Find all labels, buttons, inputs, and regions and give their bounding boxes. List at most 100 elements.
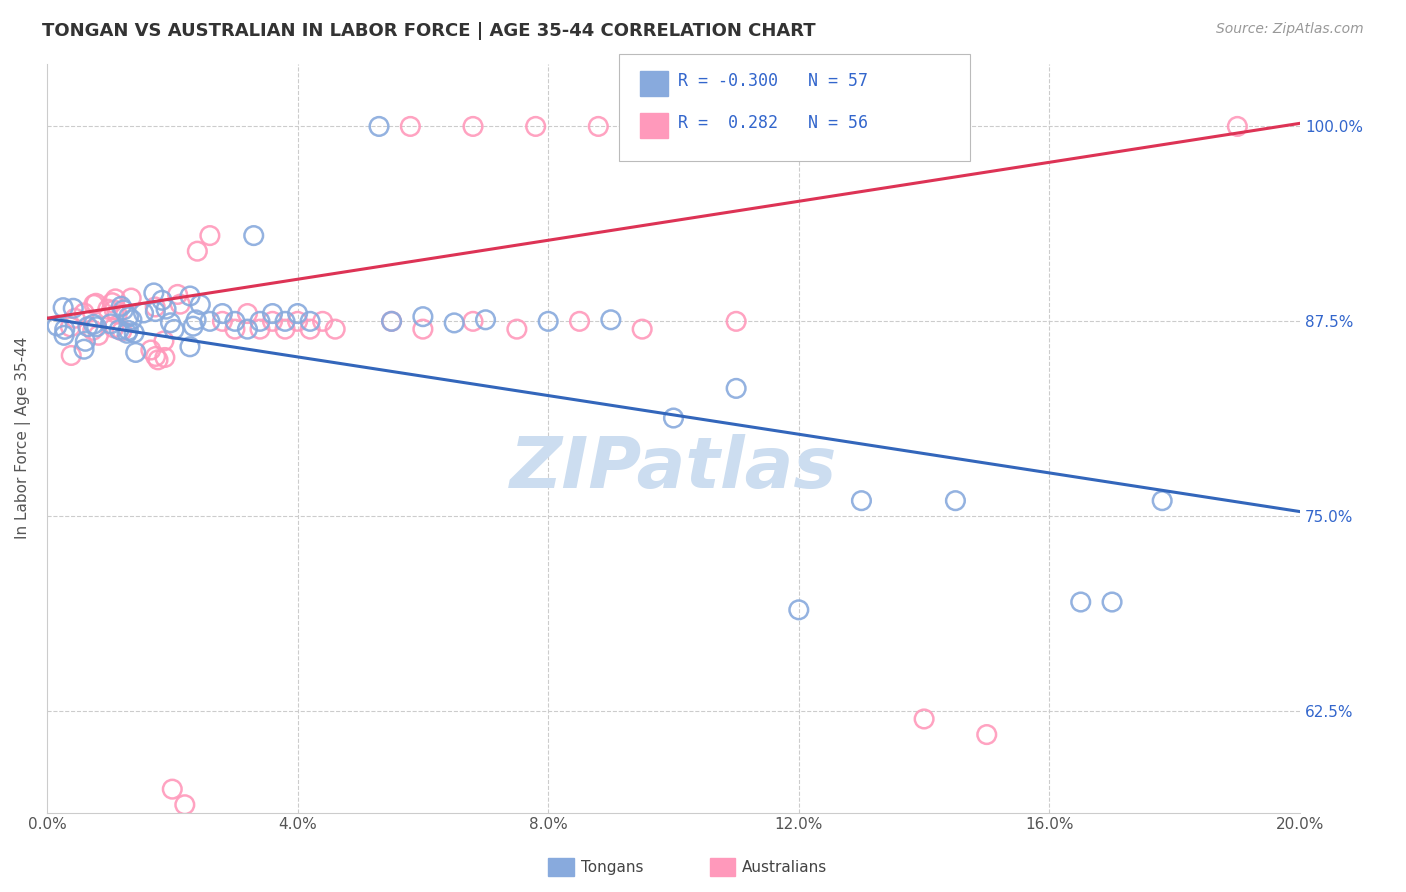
Point xyxy=(262,307,284,321)
Point xyxy=(122,326,145,340)
Point xyxy=(1152,493,1174,508)
Point xyxy=(851,493,873,508)
Point xyxy=(1101,595,1123,609)
Text: ZIPatlas: ZIPatlas xyxy=(510,434,837,503)
Text: TONGAN VS AUSTRALIAN IN LABOR FORCE | AGE 35-44 CORRELATION CHART: TONGAN VS AUSTRALIAN IN LABOR FORCE | AG… xyxy=(42,22,815,40)
Point xyxy=(287,307,309,321)
Point xyxy=(82,323,104,337)
Point xyxy=(103,303,125,318)
Point xyxy=(224,322,246,336)
Point xyxy=(412,322,434,336)
Point xyxy=(323,322,346,336)
Point xyxy=(179,340,201,354)
Point xyxy=(537,314,560,328)
Point xyxy=(287,314,309,328)
Point xyxy=(311,314,333,328)
Point xyxy=(150,293,173,308)
Point xyxy=(412,310,434,324)
Point xyxy=(159,316,181,330)
Point xyxy=(725,314,748,328)
Point xyxy=(166,287,188,301)
Point xyxy=(62,301,84,316)
Point xyxy=(588,120,610,134)
Point xyxy=(153,351,176,365)
Point xyxy=(73,343,96,357)
Point xyxy=(198,314,221,328)
Point xyxy=(120,291,142,305)
Text: R = -0.300   N = 57: R = -0.300 N = 57 xyxy=(678,72,868,90)
Point xyxy=(211,314,233,328)
Point xyxy=(52,301,75,315)
Point xyxy=(73,306,96,320)
Point xyxy=(103,321,125,335)
Point xyxy=(155,302,177,317)
Point xyxy=(249,314,271,328)
Point xyxy=(179,289,201,303)
Point xyxy=(97,302,120,317)
Point xyxy=(368,120,391,134)
Point xyxy=(568,314,591,328)
Point xyxy=(132,306,155,320)
Point xyxy=(142,285,165,300)
Point xyxy=(236,322,259,336)
Point xyxy=(474,313,496,327)
Point xyxy=(211,307,233,321)
Point xyxy=(83,318,105,332)
Point xyxy=(163,322,186,336)
Point xyxy=(111,324,134,338)
Point xyxy=(236,307,259,321)
Point xyxy=(380,314,402,328)
Point xyxy=(224,314,246,328)
Point xyxy=(87,328,110,343)
Point xyxy=(399,120,422,134)
Point xyxy=(461,120,484,134)
Point xyxy=(125,345,148,359)
Point xyxy=(117,310,139,324)
Point xyxy=(146,352,169,367)
Point xyxy=(524,120,547,134)
Point xyxy=(115,326,138,341)
Point xyxy=(380,314,402,328)
Point xyxy=(108,323,131,337)
Text: R =  0.282   N = 56: R = 0.282 N = 56 xyxy=(678,114,868,132)
Point xyxy=(713,120,735,134)
Point xyxy=(188,297,211,311)
Point xyxy=(143,300,166,314)
Point xyxy=(75,334,97,349)
Point xyxy=(112,302,135,317)
Point xyxy=(186,244,208,259)
Point xyxy=(1226,120,1249,134)
Point xyxy=(274,314,297,328)
Point xyxy=(299,322,322,336)
Point xyxy=(84,296,107,310)
Point xyxy=(145,350,167,364)
Point xyxy=(506,322,529,336)
Point xyxy=(173,797,195,812)
Point xyxy=(787,603,810,617)
Point xyxy=(105,307,128,321)
Point xyxy=(249,322,271,336)
Point xyxy=(443,316,465,330)
Point xyxy=(101,295,124,310)
Point xyxy=(198,228,221,243)
Text: Source: ZipAtlas.com: Source: ZipAtlas.com xyxy=(1216,22,1364,37)
Point xyxy=(976,728,998,742)
Text: Australians: Australians xyxy=(742,860,828,874)
Point xyxy=(100,317,122,331)
Point xyxy=(121,313,143,327)
Point xyxy=(262,314,284,328)
Point xyxy=(169,297,191,311)
Point xyxy=(110,299,132,313)
Y-axis label: In Labor Force | Age 35-44: In Labor Force | Age 35-44 xyxy=(15,337,31,540)
Point xyxy=(63,311,86,326)
Text: Tongans: Tongans xyxy=(581,860,643,874)
Point xyxy=(86,319,108,334)
Point xyxy=(83,297,105,311)
Point xyxy=(299,314,322,328)
Point xyxy=(725,381,748,395)
Point xyxy=(242,228,264,243)
Point xyxy=(117,324,139,338)
Point xyxy=(599,313,621,327)
Point xyxy=(53,322,76,336)
Point xyxy=(59,320,82,334)
